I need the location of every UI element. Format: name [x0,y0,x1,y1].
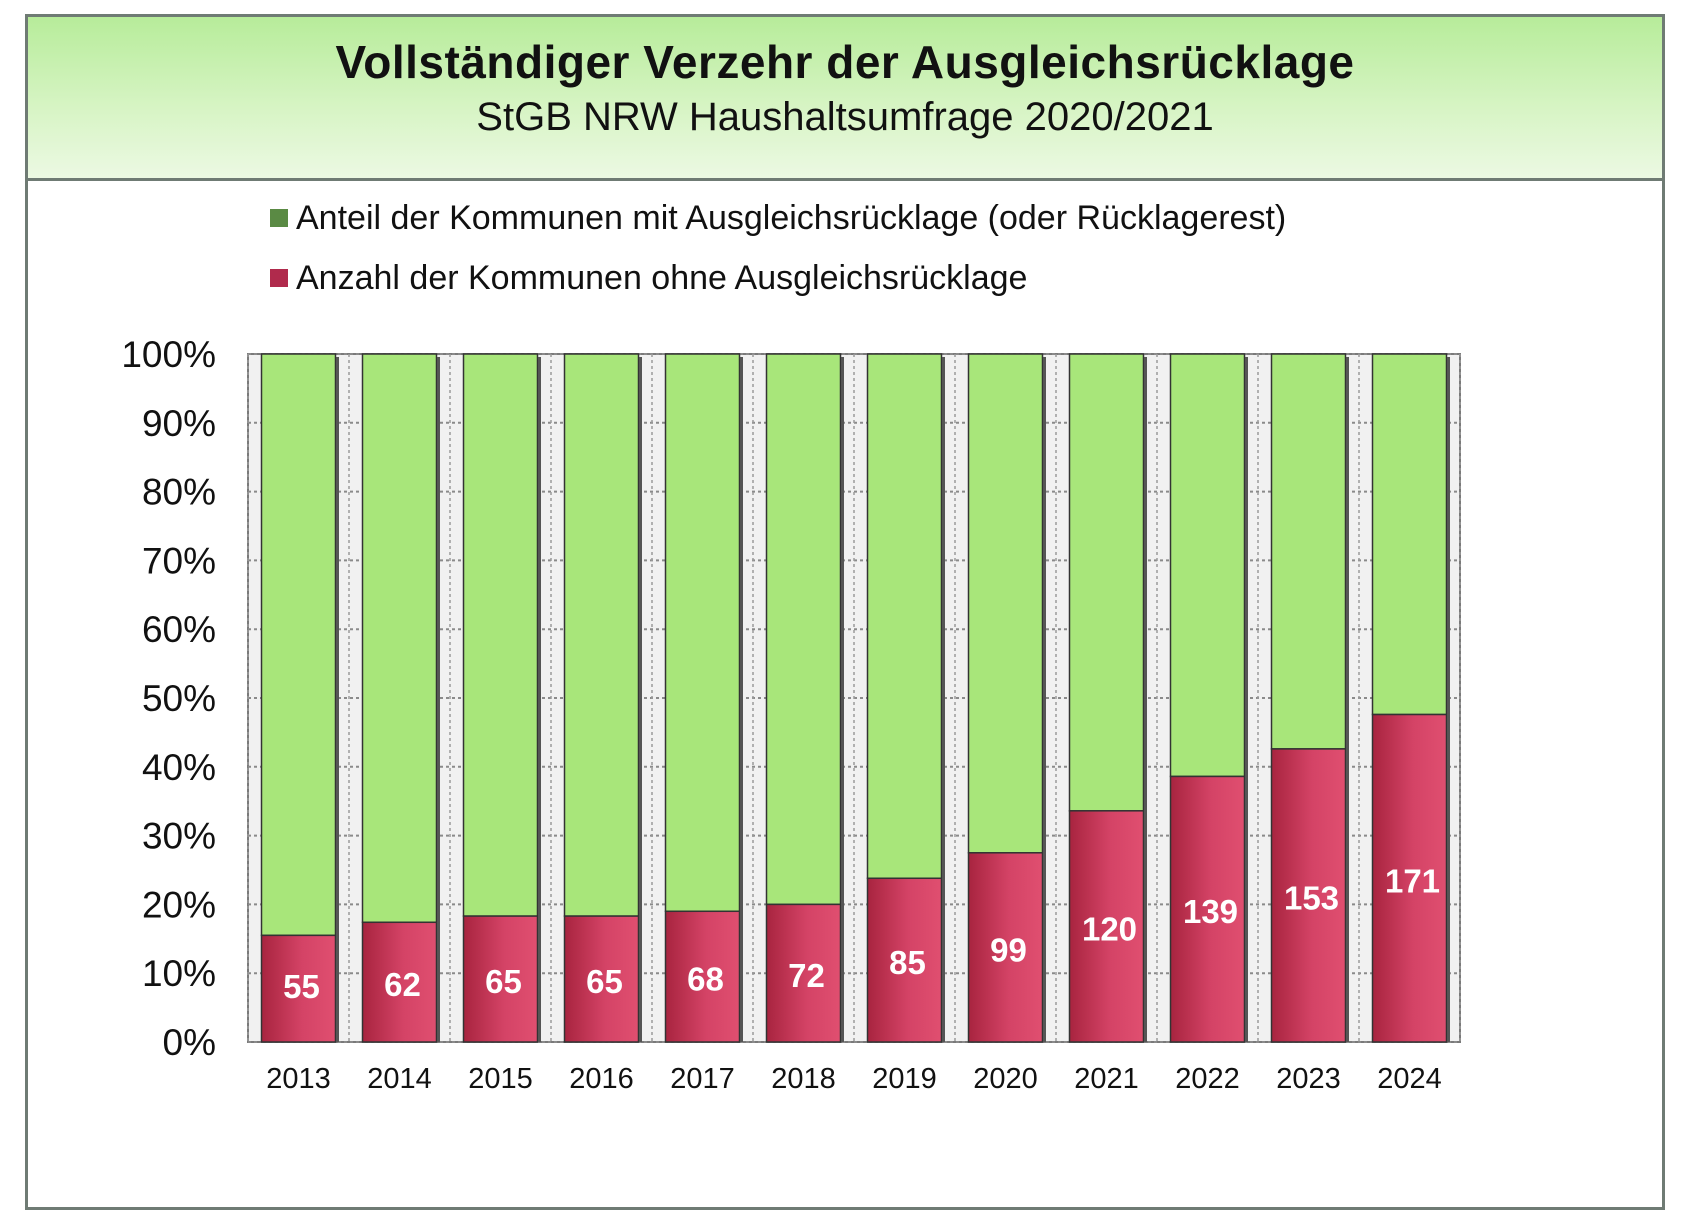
x-axis-labels: 2013 2014 2015 2016 2017 2018 2019 2020 2021 2022… [266,1063,1442,1095]
bar-red-2017 [664,910,741,1043]
bar-green-2021 [1068,353,1145,812]
bar-red-2024 [1371,713,1448,1043]
legend-swatch-red [270,269,288,287]
bar-red-2019 [866,877,943,1043]
bar-green-2016 [563,353,640,917]
x-tick-label-2020: 2020 [973,1063,1038,1095]
data-label-2013: 55 [283,968,320,1005]
bar-red-2016 [563,915,640,1043]
bar-red-2018 [765,903,842,1043]
grid-lines [247,353,1461,1043]
bar-green-2018 [765,353,842,906]
data-label-2024: 171 [1385,862,1440,899]
x-tick-label-2014: 2014 [367,1063,432,1095]
bar-green-2024 [1371,353,1448,716]
y-tick-label: 10% [142,953,216,994]
legend-item-with-reserve: Anteil der Kommunen mit Ausgleichsrückla… [270,198,1286,238]
bar-green-2019 [866,353,943,880]
legend-item-without-reserve: Anzahl der Kommunen ohne Ausgleichsrückl… [270,258,1027,298]
bars [260,353,1450,1043]
bar-green-2013 [260,353,337,937]
data-label-2014: 62 [384,966,421,1003]
y-tick-label: 70% [142,540,216,581]
data-label-2021: 120 [1082,910,1137,947]
x-tick-label-2015: 2015 [468,1063,533,1095]
chart-header: Vollständiger Verzehr der Ausgleichsrück… [28,17,1662,181]
legend-label-with-reserve: Anteil der Kommunen mit Ausgleichsrückla… [296,198,1287,237]
y-tick-label: 50% [142,678,216,719]
bar-green-2023 [1270,353,1347,750]
bar-red-2020 [967,852,1044,1043]
chart-subtitle: StGB NRW Haushaltsumfrage 2020/2021 [476,95,1214,139]
data-label-2020: 99 [990,931,1027,968]
x-tick-label-2018: 2018 [771,1063,836,1095]
bar-red-2021 [1068,810,1145,1043]
bar-red-2013 [260,934,337,1043]
data-label-2015: 65 [485,963,522,1000]
data-label-2018: 72 [788,957,825,994]
y-tick-label: 90% [142,403,216,444]
bar-green-2022 [1169,353,1246,778]
y-axis-labels: 0% 10% 20% 30% 40% 50% 60% 70% 80% 90% 100% [121,334,216,1063]
bar-green-2014 [361,353,438,924]
y-tick-label: 100% [121,334,216,375]
x-tick-label-2024: 2024 [1377,1063,1442,1095]
y-tick-label: 40% [142,747,216,788]
bar-red-2014 [361,921,438,1043]
legend-swatch-green [270,209,288,227]
x-tick-label-2013: 2013 [266,1063,331,1095]
y-tick-label: 20% [142,884,216,925]
y-tick-label: 60% [142,609,216,650]
chart-title: Vollständiger Verzehr der Ausgleichsrück… [335,36,1355,88]
data-label-2017: 68 [687,961,724,998]
data-label-2019: 85 [889,944,926,981]
bar-green-2020 [967,353,1044,854]
bar-red-2015 [462,915,539,1043]
x-tick-label-2023: 2023 [1276,1063,1341,1095]
x-tick-label-2017: 2017 [670,1063,735,1095]
data-label-2016: 65 [586,963,623,1000]
bar-green-2017 [664,353,741,913]
data-label-2022: 139 [1183,893,1238,930]
y-tick-label: 30% [142,816,216,857]
data-label-2023: 153 [1284,879,1339,916]
y-tick-label: 0% [163,1022,216,1063]
bar-red-2022 [1169,775,1246,1043]
x-tick-label-2016: 2016 [569,1063,634,1095]
bar-red-2023 [1270,748,1347,1043]
x-tick-label-2022: 2022 [1175,1063,1240,1095]
y-tick-label: 80% [142,472,216,513]
data-labels: 55 62 65 65 68 72 85 99 120 139 153 171 [283,862,1440,1005]
legend-label-without-reserve: Anzahl der Kommunen ohne Ausgleichsrückl… [296,258,1028,297]
x-tick-label-2021: 2021 [1074,1063,1139,1095]
bar-green-2015 [462,353,539,917]
x-tick-label-2019: 2019 [872,1063,937,1095]
